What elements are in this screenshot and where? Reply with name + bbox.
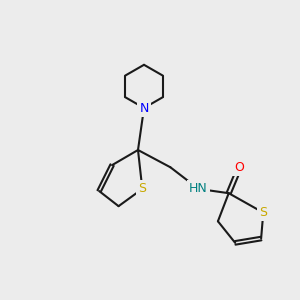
Text: S: S bbox=[259, 206, 267, 219]
Text: S: S bbox=[138, 182, 146, 195]
Text: O: O bbox=[235, 161, 244, 174]
Text: N: N bbox=[139, 101, 149, 115]
Text: HN: HN bbox=[189, 182, 208, 195]
